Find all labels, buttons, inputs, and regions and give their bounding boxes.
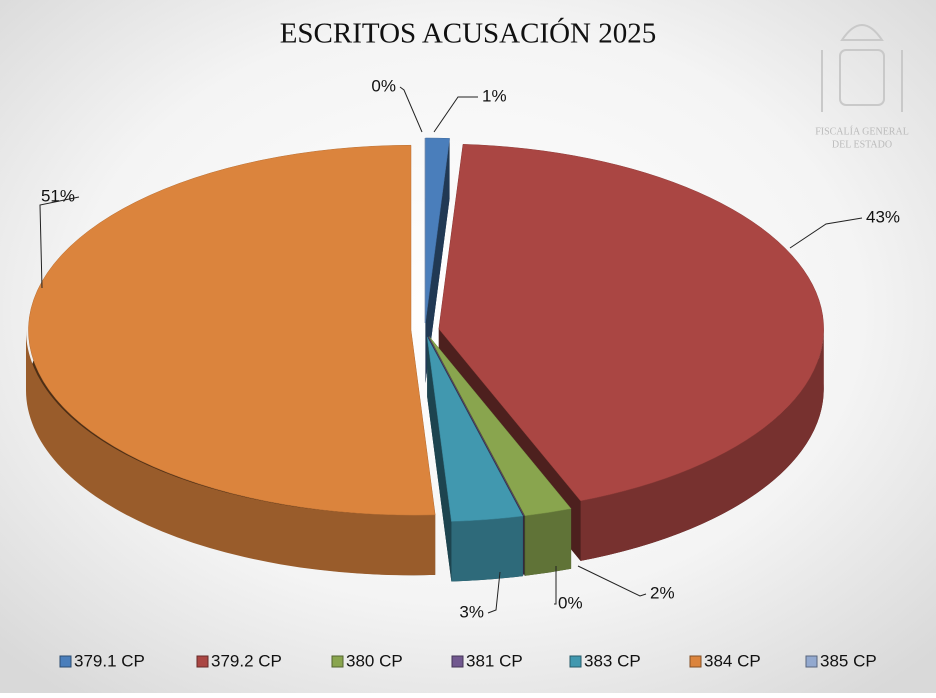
legend-swatch [806,656,817,667]
logo-text: DEL ESTADO [832,139,892,150]
data-label: 3% [459,602,484,621]
legend-label: 381 CP [466,651,523,670]
data-label: 43% [866,207,900,226]
logo-text: FISCALÍA GENERAL [815,125,909,137]
legend-swatch [452,656,463,667]
legend-label: 379.2 CP [211,651,282,670]
data-label: 1% [482,86,507,105]
legend-swatch [570,656,581,667]
legend-swatch [60,656,71,667]
legend-label: 379.1 CP [74,651,145,670]
legend-label: 380 CP [346,651,403,670]
slice-side [525,509,571,576]
legend-swatch [332,656,343,667]
legend-label: 383 CP [584,651,641,670]
data-label: 0% [371,76,396,95]
data-label: 51% [41,186,75,205]
chart-title: ESCRITOS ACUSACIÓN 2025 [280,17,657,50]
data-label: 0% [558,593,583,612]
data-label: 2% [650,583,675,602]
legend-label: 385 CP [820,651,877,670]
legend-swatch [197,656,208,667]
legend-label: 384 CP [704,651,761,670]
legend-swatch [690,656,701,667]
slice-side [451,516,523,581]
